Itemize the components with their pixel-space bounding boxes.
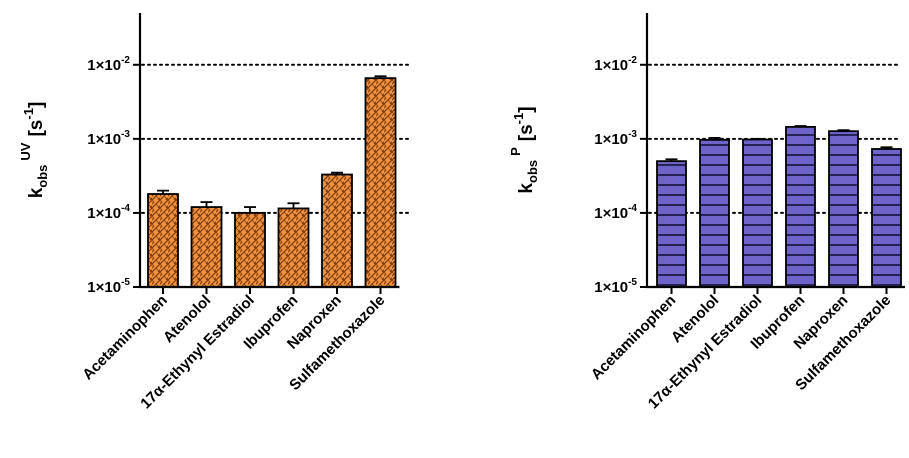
left-category-label: Acetaminophen: [79, 292, 171, 384]
right-y-ticks: 1×10-5 1×10-4 1×10-3 1×10-2: [594, 55, 647, 296]
right-bar: [699, 138, 730, 288]
right-error-bars: [665, 125, 893, 162]
left-y-tick-label: 1×10-5: [87, 277, 130, 296]
right-bar: [656, 160, 687, 288]
right-bar: [742, 138, 773, 288]
left-y-tick-label: 1×10-4: [87, 203, 130, 222]
left-axes: [138, 13, 400, 294]
right-bar: [785, 125, 816, 288]
left-bar: [147, 193, 179, 288]
left-bar: [277, 207, 310, 288]
left-bar: [234, 212, 266, 288]
right-y-axis-label: kobsP[s-1]: [508, 106, 540, 193]
left-bar: [190, 206, 223, 288]
right-bar: [828, 130, 859, 288]
right-chart-panel: 1×10-5 1×10-4 1×10-3 1×10-2 AcetaminophenAt…: [508, 13, 905, 412]
left-y-axis-label: kobsUV[s-1]: [18, 102, 50, 199]
right-y-tick-label: 1×10-5: [594, 277, 637, 296]
right-y-tick-label: 1×10-2: [594, 55, 637, 74]
right-y-tick-label: 1×10-4: [594, 203, 637, 222]
left-y-ticks: 1×10-5 1×10-4 1×10-3 1×10-2: [87, 55, 140, 296]
right-axes: [645, 13, 905, 294]
right-y-tick-label: 1×10-3: [594, 129, 637, 148]
left-chart-panel: 1×10-5 1×10-4 1×10-3 1×10-2 AcetaminophenAt…: [18, 13, 411, 413]
right-category-label: Acetaminophen: [588, 292, 680, 384]
right-bar: [871, 148, 902, 288]
left-bars: [147, 77, 397, 288]
left-y-tick-label: 1×10-3: [87, 129, 130, 148]
right-bars: [656, 125, 902, 288]
left-bar: [321, 173, 353, 288]
left-error-bars: [157, 75, 387, 213]
left-y-tick-label: 1×10-2: [87, 55, 130, 74]
left-bar: [364, 77, 397, 288]
